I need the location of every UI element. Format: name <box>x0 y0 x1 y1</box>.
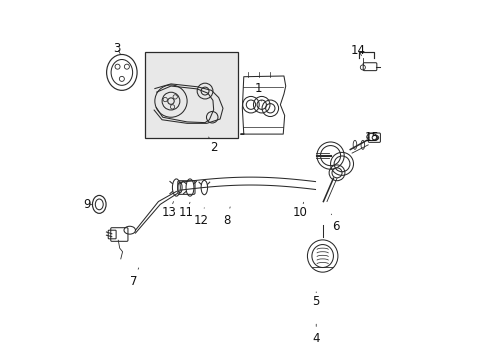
Bar <box>144 51 238 138</box>
Text: 4: 4 <box>312 324 319 345</box>
Text: 15: 15 <box>364 131 379 144</box>
Text: 9: 9 <box>83 198 93 211</box>
Text: 11: 11 <box>179 202 194 220</box>
Text: 1: 1 <box>254 82 262 101</box>
Text: 3: 3 <box>113 41 121 54</box>
Text: 5: 5 <box>312 292 319 309</box>
Text: 13: 13 <box>162 202 176 220</box>
Text: 2: 2 <box>208 137 217 154</box>
Text: 14: 14 <box>350 44 366 57</box>
Text: 8: 8 <box>223 207 230 227</box>
Text: 6: 6 <box>330 214 339 233</box>
Text: 7: 7 <box>129 268 139 288</box>
Text: 12: 12 <box>193 208 208 227</box>
Text: 10: 10 <box>292 202 307 220</box>
